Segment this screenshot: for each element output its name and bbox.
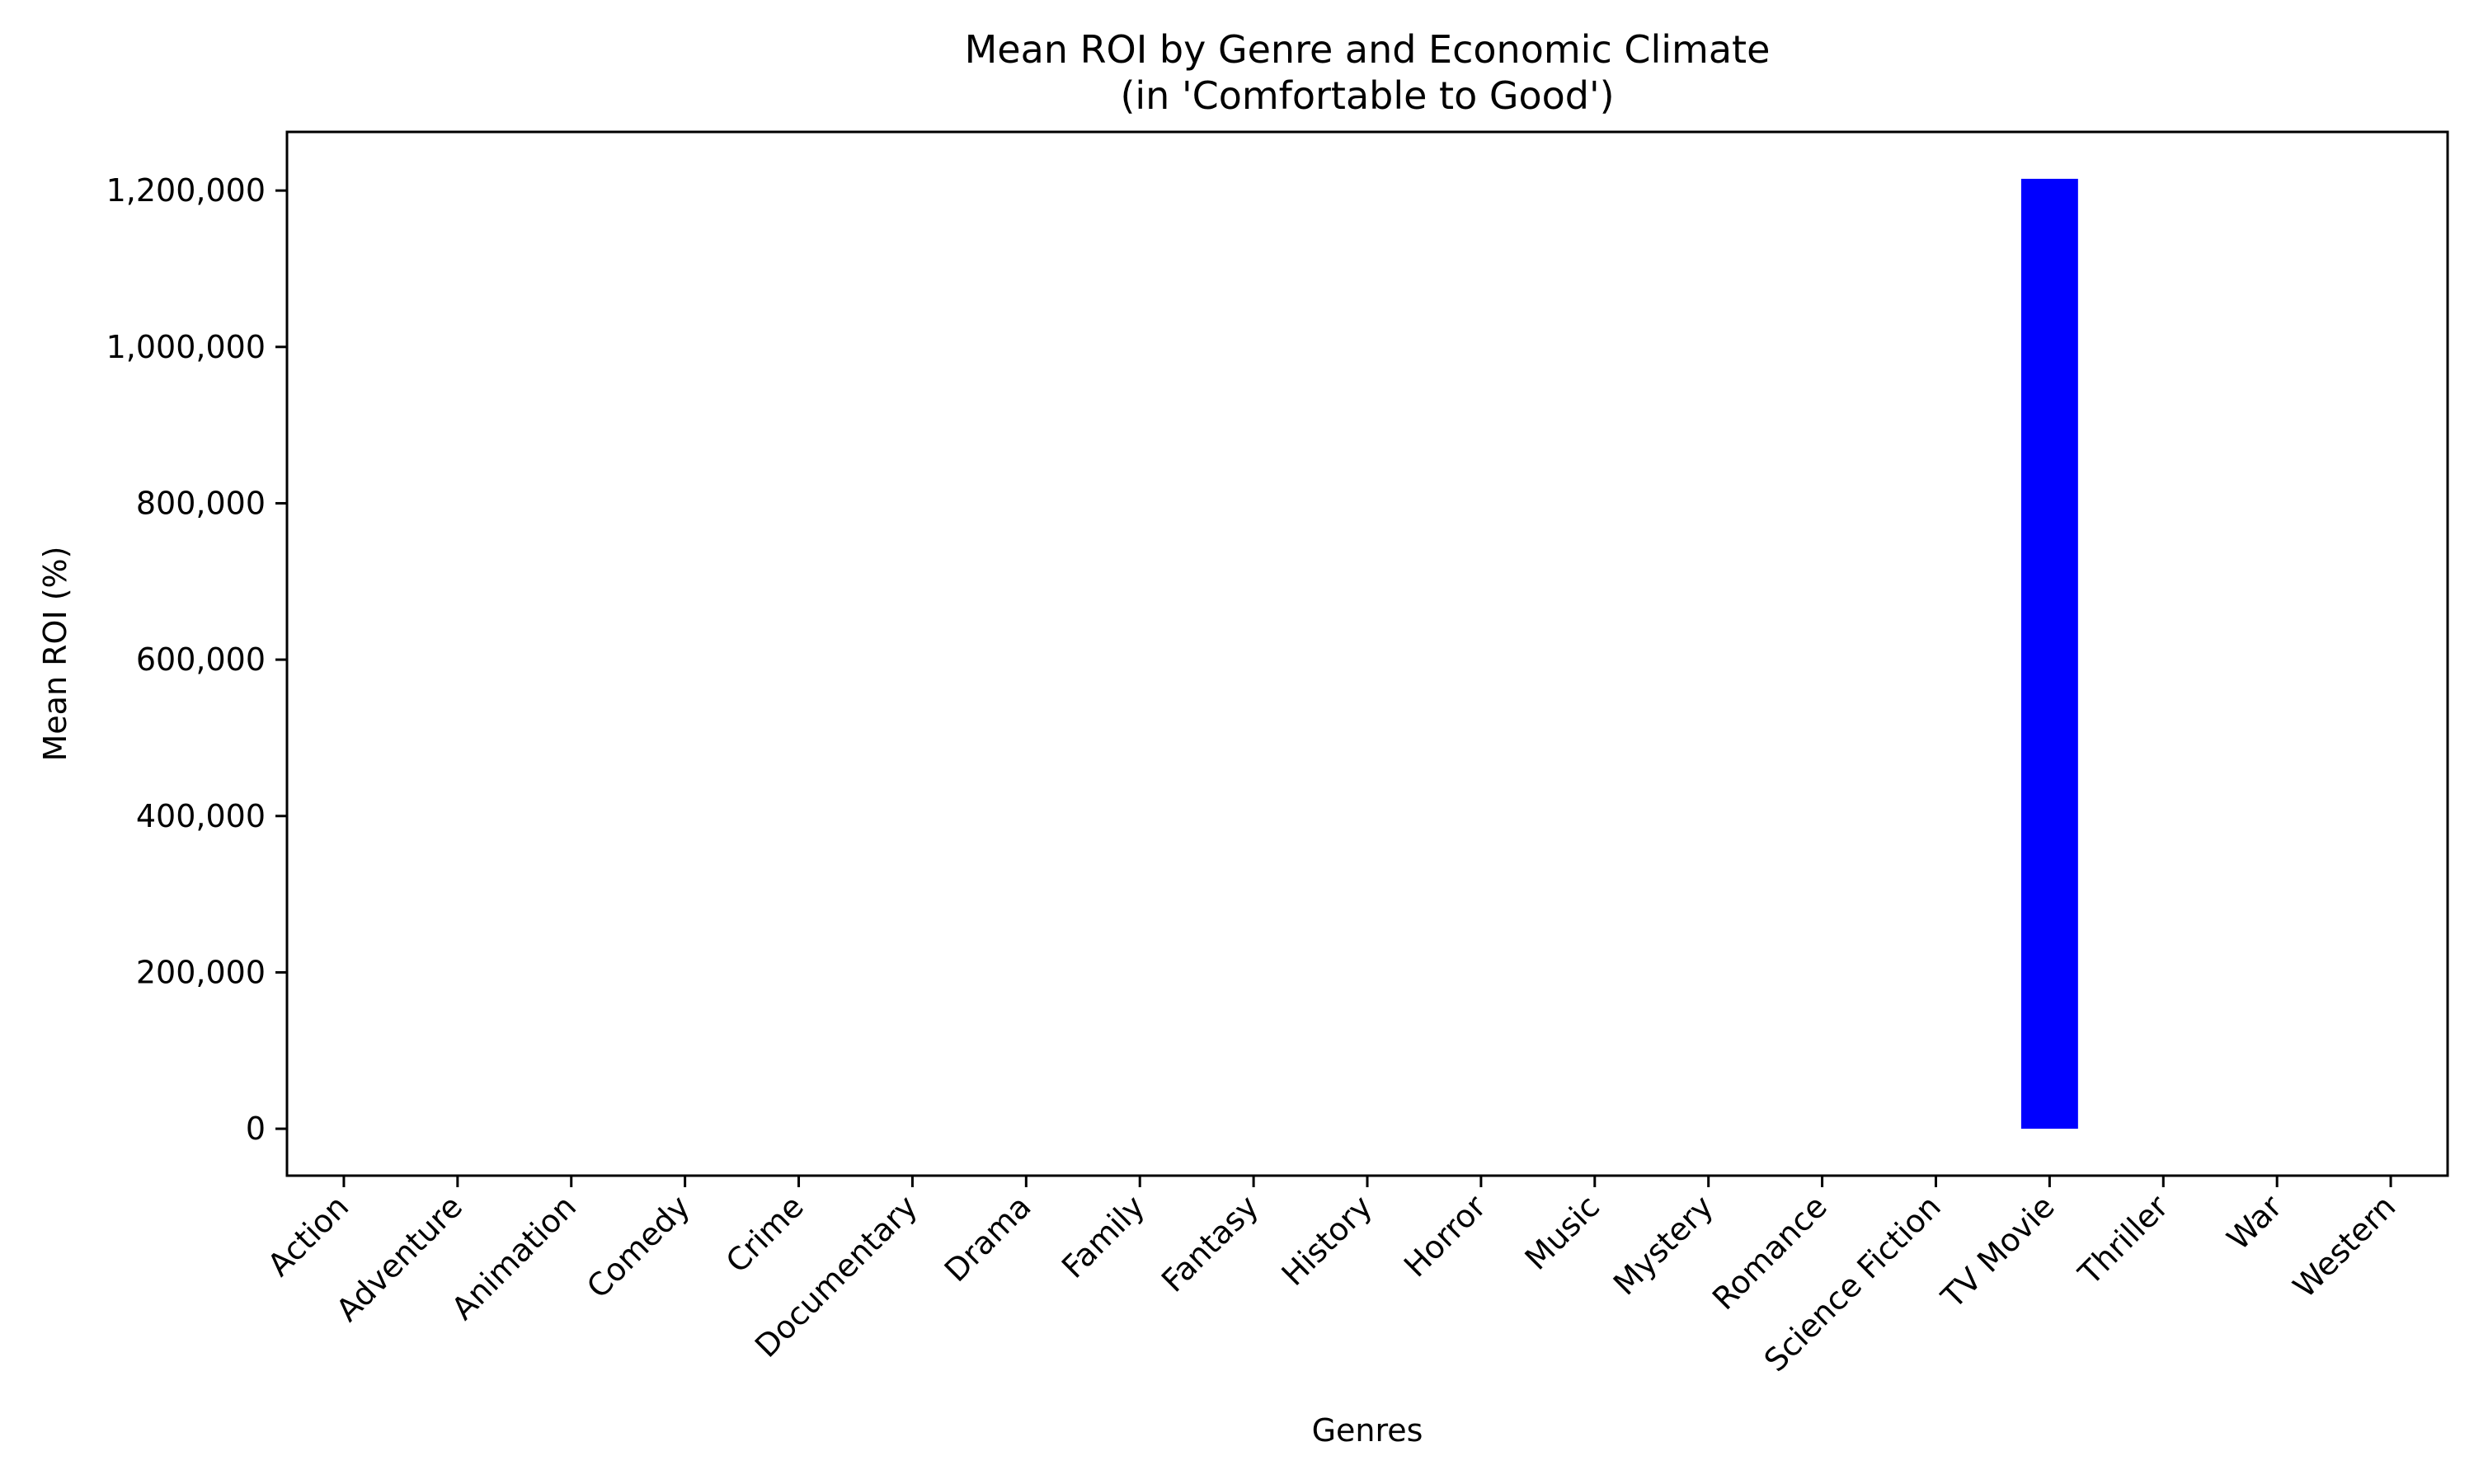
y-tick-label: 800,000 [136, 485, 266, 521]
y-tick-label: 200,000 [136, 954, 266, 990]
y-tick-label: 0 [246, 1111, 266, 1147]
y-axis-ticks: 0 200,000 400,000 600,000 800,000 1,000,000 1,… [106, 172, 287, 1147]
bars-group [2020, 178, 2078, 1129]
chart-title: Mean ROI by Genre and Economic Climate [965, 27, 1771, 72]
plot-frame [285, 130, 2449, 1177]
y-tick-label: 1,200,000 [106, 172, 266, 209]
x-axis-label: Genres [1312, 1412, 1423, 1449]
y-axis-label: Mean ROI (%) [37, 547, 73, 762]
y-tick-label: 400,000 [136, 798, 266, 834]
chart-subtitle: (in 'Comfortable to Good') [1120, 73, 1614, 118]
y-tick-label: 600,000 [136, 641, 266, 678]
y-tick-label: 1,000,000 [106, 329, 266, 365]
bar-tv-movie [2020, 178, 2078, 1129]
